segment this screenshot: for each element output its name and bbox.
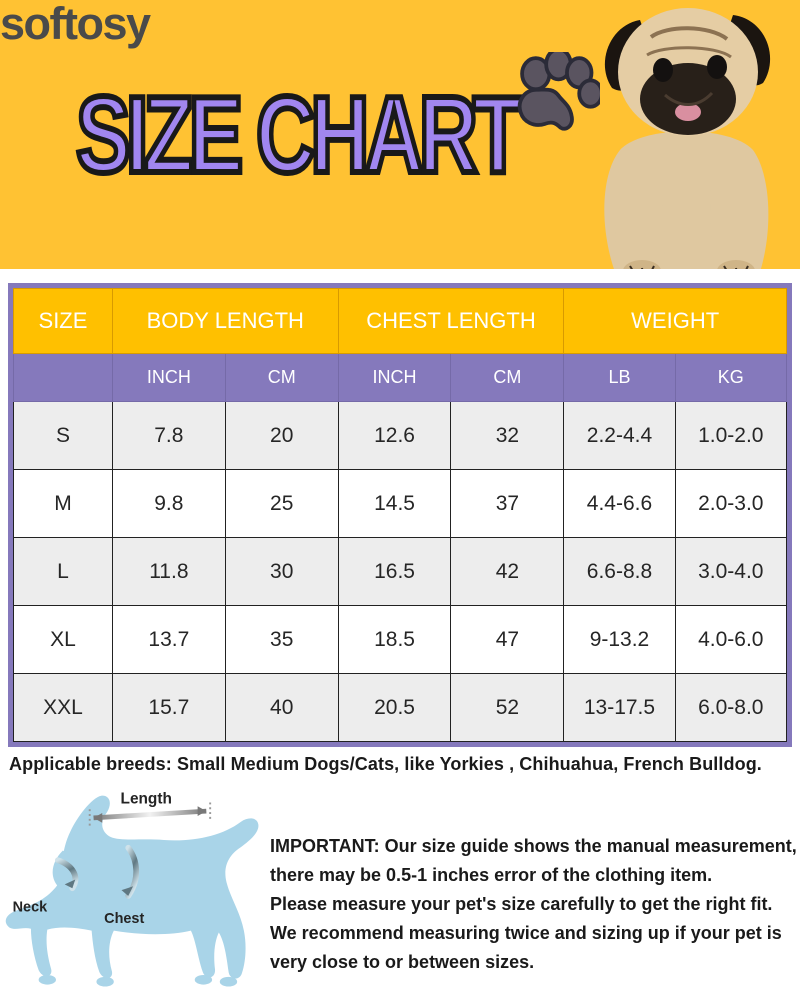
- svg-text:Chest: Chest: [104, 911, 144, 927]
- svg-text:Neck: Neck: [13, 899, 48, 915]
- svg-text:Length: Length: [121, 790, 172, 807]
